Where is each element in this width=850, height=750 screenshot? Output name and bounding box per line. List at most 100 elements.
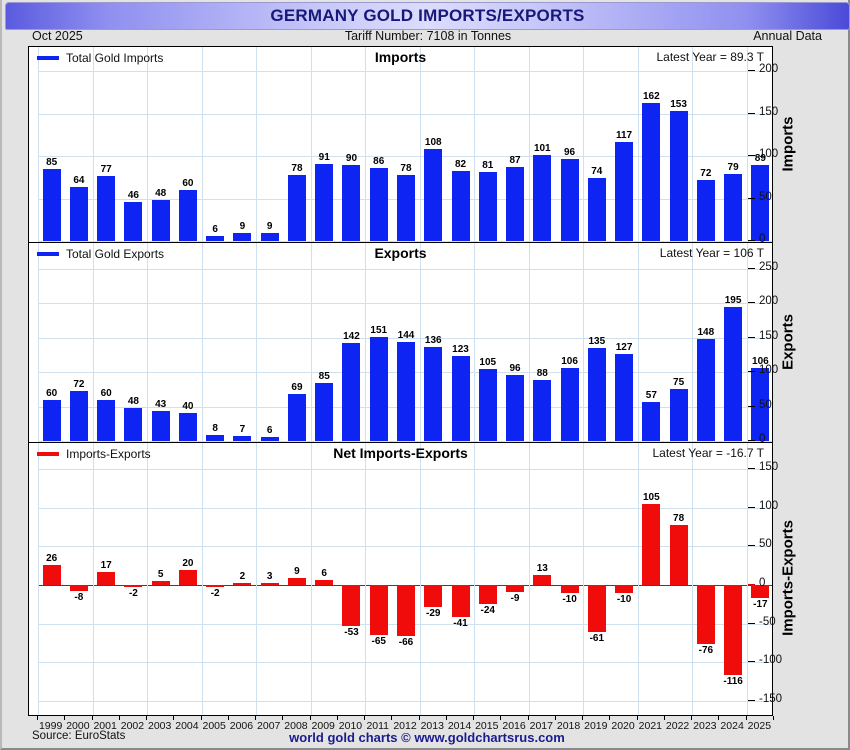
x-axis-label-2016: 2016 xyxy=(502,720,526,732)
bar-2001 xyxy=(97,399,116,441)
plot-area-exports: 60 72 60 48 43 40 8 7 6 69 85 142 151 144 136 123 105 96 8… xyxy=(38,243,772,442)
bar-2014 xyxy=(451,356,470,441)
legend-exports: Total Gold Exports xyxy=(37,247,164,261)
gridline-vertical xyxy=(474,47,476,242)
bar-2021 xyxy=(642,401,661,441)
latest-year-net: Latest Year = -16.7 T xyxy=(652,446,764,460)
bar-value-label: 64 xyxy=(73,174,85,186)
bar-2000 xyxy=(69,391,88,441)
bar-value-label: -2 xyxy=(128,587,138,599)
bar-2014 xyxy=(451,585,470,617)
bar-value-label: 151 xyxy=(370,325,388,337)
bar-value-label: 60 xyxy=(182,178,194,189)
x-axis-tick xyxy=(364,716,366,720)
x-axis-label-2006: 2006 xyxy=(229,720,254,732)
bar-value-label: 117 xyxy=(615,129,633,141)
gridline-vertical xyxy=(692,47,694,242)
x-axis-tick xyxy=(336,716,338,720)
legend-swatch-imports-icon xyxy=(37,56,59,60)
bar-2024 xyxy=(724,173,743,241)
bar-2005 xyxy=(206,235,225,241)
y-axis-tick-label: 150 xyxy=(759,105,779,118)
bar-2005 xyxy=(206,435,225,441)
x-axis-label-2014: 2014 xyxy=(447,720,472,732)
bar-value-label: -10 xyxy=(562,593,577,605)
bar-value-label: 20 xyxy=(182,557,194,569)
bar-value-label: 135 xyxy=(588,336,606,348)
bar-2016 xyxy=(506,167,525,241)
gridline-vertical xyxy=(474,243,476,442)
y-axis-tick xyxy=(748,661,755,663)
y-axis-tick-label: 0 xyxy=(759,433,766,445)
bar-2016 xyxy=(506,374,525,441)
gridline-vertical xyxy=(92,243,94,442)
x-axis-tick xyxy=(554,716,556,720)
bar-value-label: 81 xyxy=(482,160,494,172)
legend-label-imports: Total Gold Imports xyxy=(66,51,164,65)
bar-2007 xyxy=(260,436,279,441)
bar-2010 xyxy=(342,343,361,441)
bar-2000 xyxy=(69,585,88,592)
bar-value-label: 69 xyxy=(291,381,303,393)
bar-2020 xyxy=(615,353,634,441)
gridline-horizontal xyxy=(38,303,772,305)
x-axis-label-1999: 1999 xyxy=(38,720,63,732)
y-axis-tick-label: 0 xyxy=(759,577,766,589)
gridline-vertical xyxy=(256,243,258,442)
gridline-vertical xyxy=(637,443,639,715)
gridline-vertical xyxy=(746,47,748,242)
bar-value-label: -2 xyxy=(210,587,220,599)
x-axis-tick xyxy=(663,716,665,720)
bar-value-label: 48 xyxy=(127,395,139,407)
plot-area-imports: 85 64 77 46 48 60 6 9 9 78 91 90 86 78 108 82 81 87 101 96 7… xyxy=(38,47,772,242)
x-axis-label-2009: 2009 xyxy=(311,720,335,732)
x-axis-label-2000: 2000 xyxy=(66,720,90,732)
bar-2024 xyxy=(724,585,743,675)
y-axis-tick-label: -100 xyxy=(759,654,783,667)
gridline-horizontal xyxy=(38,71,772,72)
plot-area-net: 26 -8 17 -2 5 20 -2 2 3 9 6 -53 -65 -66 -29 -41 -24 -9 13 -… xyxy=(38,443,772,715)
gridline-horizontal xyxy=(38,546,772,548)
watermark-label: world gold charts © www.goldchartsrus.co… xyxy=(289,730,565,745)
bar-value-label: 75 xyxy=(673,377,685,389)
bar-value-label: 96 xyxy=(509,362,521,374)
y-axis-exports: Exports 0 50 100 150 200 250 xyxy=(748,242,828,445)
bar-2009 xyxy=(315,580,334,585)
bar-value-label: 46 xyxy=(127,189,139,201)
gridline-vertical xyxy=(583,443,585,715)
gridline-horizontal xyxy=(38,441,772,442)
bar-value-label: 79 xyxy=(727,161,739,173)
bar-value-label: 108 xyxy=(424,137,442,149)
bar-2018 xyxy=(560,585,579,593)
bar-2012 xyxy=(397,174,415,241)
y-axis-tick-label: 150 xyxy=(759,329,779,342)
bar-value-label: 86 xyxy=(373,155,385,167)
bar-value-label: 43 xyxy=(155,399,167,411)
bar-2009 xyxy=(315,382,334,441)
gridline-vertical xyxy=(692,243,694,442)
gridline-vertical xyxy=(365,243,367,442)
x-axis-tick xyxy=(146,716,148,720)
bar-value-label: -66 xyxy=(398,637,414,649)
x-axis-tick xyxy=(500,716,502,720)
bar-2006 xyxy=(233,233,252,241)
x-axis-label-2024: 2024 xyxy=(720,720,744,732)
bar-2012 xyxy=(397,585,415,637)
gridline-vertical xyxy=(92,443,94,715)
y-axis-title-exports: Exports xyxy=(779,314,797,370)
legend-label-net: Imports-Exports xyxy=(66,447,151,461)
bar-2018 xyxy=(560,368,579,441)
bar-2002 xyxy=(124,407,143,441)
bar-value-label: 78 xyxy=(673,512,685,524)
bar-2014 xyxy=(451,171,470,241)
bar-value-label: 106 xyxy=(752,356,769,368)
gridline-vertical xyxy=(310,443,312,715)
bar-value-label: 48 xyxy=(155,188,167,200)
y-axis-tick xyxy=(748,371,755,373)
bar-2007 xyxy=(260,233,279,241)
x-axis-label-2011: 2011 xyxy=(366,720,390,732)
x-axis-tick xyxy=(200,716,202,720)
x-axis-label-2015: 2015 xyxy=(475,720,499,732)
y-axis-tick xyxy=(748,405,755,407)
x-axis-label-2005: 2005 xyxy=(202,720,226,732)
